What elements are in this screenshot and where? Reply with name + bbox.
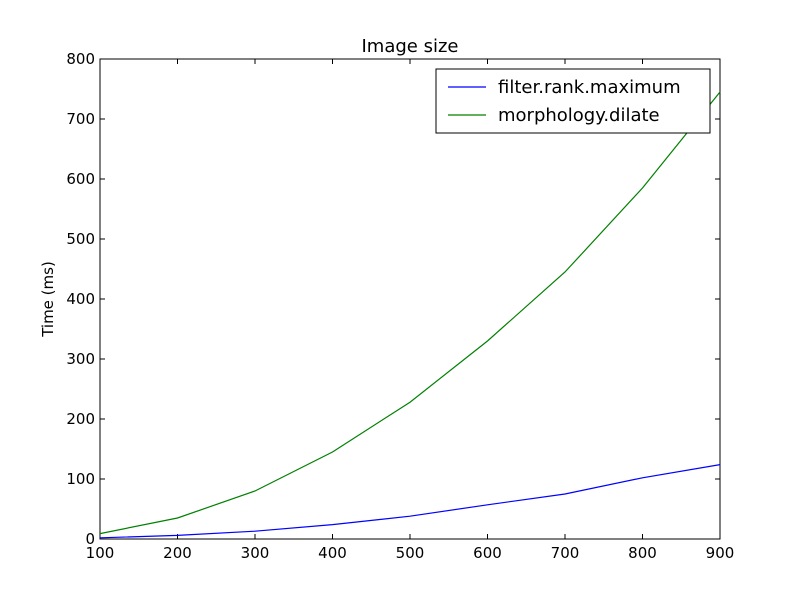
y-tick-label-600: 600 [66, 170, 95, 188]
x-tick-label-500: 500 [396, 544, 425, 562]
x-tick-label-800: 800 [628, 544, 657, 562]
y-tick-label-800: 800 [66, 50, 95, 68]
x-tick-label-400: 400 [318, 544, 347, 562]
x-tick-label-900: 900 [706, 544, 735, 562]
x-tick-label-700: 700 [551, 544, 580, 562]
y-tick-label-400: 400 [66, 290, 95, 308]
y-tick-label-0: 0 [85, 530, 95, 548]
series-line-morphology-dilate [99, 91, 721, 535]
legend: filter.rank.maximum morphology.dilate [435, 68, 711, 134]
x-tick-label-600: 600 [473, 544, 502, 562]
chart-title: Image size [362, 36, 459, 57]
y-tick-label-700: 700 [66, 110, 95, 128]
x-tick-label-300: 300 [241, 544, 270, 562]
y-tick-label-200: 200 [66, 410, 95, 428]
legend-box [435, 68, 711, 134]
y-axis-label: Time (ms) [39, 261, 57, 338]
y-tick-label-300: 300 [66, 350, 95, 368]
x-tick-label-200: 200 [163, 544, 192, 562]
series-line-filter-rank-maximum [99, 464, 721, 539]
y-tick-label-500: 500 [66, 230, 95, 248]
y-tick-label-100: 100 [66, 470, 95, 488]
legend-label-morphology-dilate: morphology.dilate [498, 105, 660, 126]
legend-label-filter-rank-maximum: filter.rank.maximum [498, 77, 681, 98]
x-tick-label-100: 100 [86, 544, 115, 562]
